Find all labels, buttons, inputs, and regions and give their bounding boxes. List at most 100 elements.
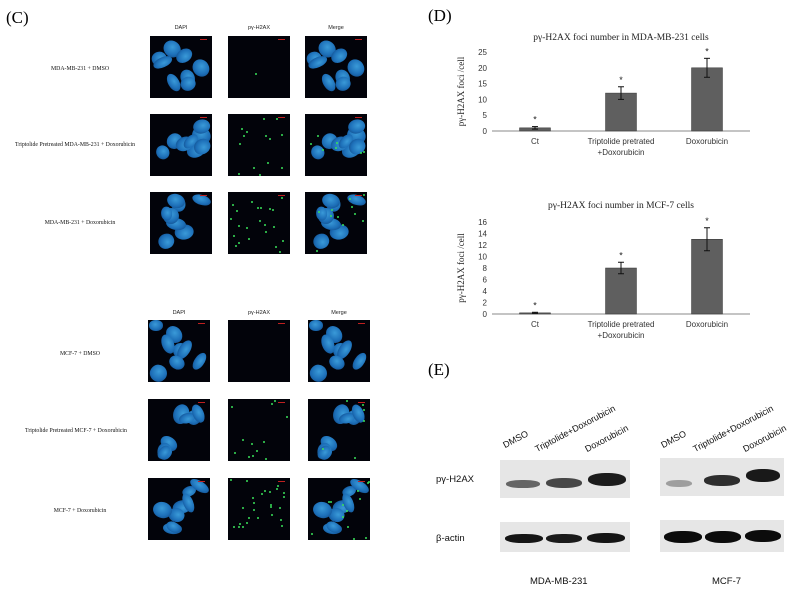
significance-marker: * — [619, 75, 623, 85]
chart-mcf-foci: pγ-H2AX foci number in MCF-7 cells pγ-H2A… — [456, 200, 750, 340]
x-category-label: Ct — [531, 137, 540, 146]
scale-bar — [198, 323, 205, 324]
micrograph-tile — [148, 320, 210, 382]
band — [746, 469, 780, 482]
foci-dot — [270, 513, 273, 516]
y-tick-label: 12 — [478, 241, 487, 250]
bar — [605, 267, 637, 315]
foci-dot — [347, 525, 350, 528]
blot-mda-pgh2ax — [500, 460, 630, 498]
foci-dot — [334, 147, 337, 150]
foci-dot — [350, 205, 353, 208]
foci-dot — [240, 127, 243, 130]
foci-dot — [246, 479, 249, 482]
chart-title: pγ-H2AX foci number in MCF-7 cells — [548, 200, 694, 211]
scale-bar — [355, 39, 362, 40]
foci-dot — [252, 501, 255, 504]
scale-bar — [355, 117, 362, 118]
foci-dot — [241, 526, 244, 529]
y-tick-label: 6 — [483, 276, 488, 285]
wb-row-pgh2ax: pγ-H2AX — [436, 474, 475, 485]
foci-dot — [252, 455, 255, 458]
scale-bar — [358, 481, 365, 482]
significance-marker: * — [705, 216, 709, 226]
band — [666, 480, 692, 487]
foci-dot — [328, 500, 331, 503]
foci-dot — [251, 442, 254, 445]
band — [546, 534, 582, 543]
foci-dot — [243, 134, 246, 137]
foci-dot — [366, 482, 369, 485]
foci-dot — [363, 409, 366, 412]
micrograph-tile — [150, 114, 212, 176]
foci-dot — [264, 223, 267, 226]
foci-dot — [367, 480, 370, 483]
panel-c-label: (C) — [6, 8, 29, 27]
foci-dot — [259, 220, 262, 223]
foci-dot — [238, 242, 241, 245]
mcf-col-pgh2ax: pγ-H2AX — [247, 310, 270, 316]
micrograph-tile — [150, 192, 212, 254]
foci-dot — [281, 167, 283, 170]
foci-dot — [264, 231, 267, 234]
foci-dot — [229, 479, 232, 482]
foci-dot — [330, 215, 333, 218]
mcf-lane-dox: Doxorubicin — [741, 422, 788, 454]
micrograph-tile — [150, 36, 212, 98]
scale-bar — [200, 39, 207, 40]
foci-dot — [229, 218, 232, 221]
micrograph-tile — [308, 478, 370, 540]
x-category-label-line2: +Doxorubicin — [598, 148, 645, 157]
foci-dot — [276, 488, 279, 491]
foci-dot — [364, 536, 367, 539]
foci-dot — [269, 503, 272, 506]
scale-bar — [278, 117, 285, 118]
panel-d-label: (D) — [428, 6, 452, 25]
foci-dot — [279, 519, 282, 522]
foci-dot — [264, 134, 267, 137]
micrograph-tile — [148, 399, 210, 461]
blot-mcf-pgh2ax — [660, 458, 784, 496]
foci-dot — [362, 194, 365, 197]
foci-dot — [266, 162, 269, 165]
foci-dot — [262, 440, 265, 443]
y-tick-label: 4 — [483, 287, 488, 296]
wb-cell-mda: MDA-MB-231 — [530, 576, 588, 587]
mcf-row-dox: MCF-7 + Doxorubicin — [53, 508, 107, 514]
foci-dot — [239, 142, 242, 145]
micrograph-tile — [308, 399, 370, 461]
y-tick-label: 25 — [478, 48, 487, 57]
scale-bar — [198, 402, 205, 403]
scale-bar — [278, 39, 285, 40]
foci-dot — [317, 134, 320, 137]
chart-mda-foci: pγ-H2AX foci number in MDA-MB-231 cells p… — [456, 32, 750, 157]
nucleus — [155, 230, 178, 252]
x-category-label: Ct — [531, 320, 540, 329]
foci-dot — [310, 533, 313, 536]
foci-dot — [248, 237, 251, 240]
y-tick-label: 10 — [478, 253, 487, 262]
wb-row-bactin: β-actin — [436, 533, 465, 544]
panel-e-label: (E) — [428, 360, 450, 379]
scale-bar — [200, 195, 207, 196]
foci-dot — [342, 223, 345, 226]
bar — [691, 239, 723, 315]
band — [506, 480, 540, 488]
mda-lane-dmso: DMSO — [501, 428, 530, 450]
y-tick-label: 20 — [478, 64, 487, 73]
foci-dot — [361, 220, 364, 223]
foci-dot — [331, 208, 334, 211]
foci-dot — [346, 509, 349, 512]
foci-dot — [245, 227, 248, 230]
foci-dot — [234, 244, 237, 247]
y-tick-label: 15 — [478, 80, 487, 89]
mcf-row-tp-dox: Triptolide Pretreated MCF-7 + Doxorubici… — [25, 428, 127, 434]
mda-row-tp-dox: Triptolide Pretreated MDA-MB-231 + Doxor… — [15, 142, 135, 148]
foci-dot — [247, 456, 250, 459]
foci-dot — [268, 490, 271, 493]
foci-dot — [264, 458, 267, 461]
micrograph-tile — [228, 399, 290, 461]
foci-dot — [280, 525, 283, 528]
bar — [691, 67, 723, 132]
nucleus — [309, 320, 323, 331]
